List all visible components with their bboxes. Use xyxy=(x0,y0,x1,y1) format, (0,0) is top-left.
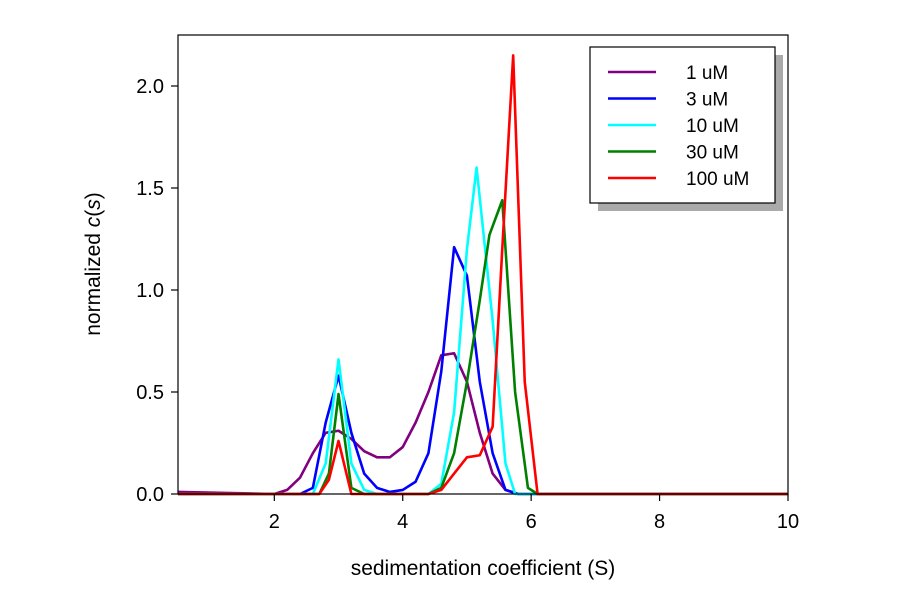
legend-label: 30 uM xyxy=(686,143,739,164)
x-tick-label: 8 xyxy=(654,511,665,533)
y-axis-label: normalized c(s) xyxy=(82,192,105,336)
legend-item: 100 uM xyxy=(608,169,749,190)
x-axis: 2 4 6 8 10 xyxy=(269,494,799,533)
series-line-3-uM xyxy=(178,245,788,496)
x-tick-label: 10 xyxy=(777,511,799,533)
y-axis: 0.0 0.5 1.0 1.5 2.0 xyxy=(136,76,178,506)
series-line-10-uM xyxy=(178,166,788,496)
y-tick-label: 2.0 xyxy=(136,76,164,98)
y-tick-label: 0.5 xyxy=(136,382,164,404)
series-line-100-uM xyxy=(178,54,788,496)
legend-label: 10 uM xyxy=(686,116,739,137)
x-tick-label: 6 xyxy=(526,511,537,533)
y-tick-label: 0.0 xyxy=(136,484,164,506)
legend-item: 3 uM xyxy=(608,90,728,111)
legend-item: 1 uM xyxy=(608,63,728,84)
legend: 1 uM 3 uM 10 uM 30 uM 100 uM xyxy=(589,46,783,211)
legend-label: 1 uM xyxy=(686,63,728,84)
legend-label: 3 uM xyxy=(686,90,728,111)
series-line-1-uM xyxy=(177,351,788,496)
legend-label: 100 uM xyxy=(686,169,749,190)
plot-frame xyxy=(177,34,789,495)
series-lines xyxy=(177,54,788,496)
x-tick-label: 4 xyxy=(397,511,408,533)
series-line-30-uM xyxy=(178,198,788,496)
x-tick-label: 2 xyxy=(269,511,280,533)
legend-item: 30 uM xyxy=(608,143,739,164)
legend-item: 10 uM xyxy=(608,116,739,137)
y-tick-label: 1.0 xyxy=(136,280,164,302)
y-tick-label: 1.5 xyxy=(136,178,164,200)
x-axis-label: sedimentation coefficient (S) xyxy=(351,557,616,580)
